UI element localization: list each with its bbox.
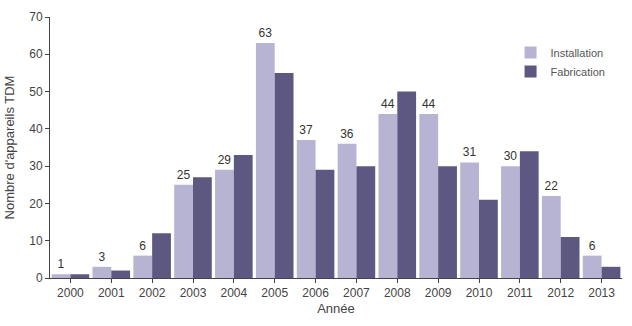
svg-text:2010: 2010 <box>466 286 493 300</box>
svg-text:2007: 2007 <box>343 286 370 300</box>
svg-text:2001: 2001 <box>98 286 125 300</box>
svg-text:30: 30 <box>29 159 43 173</box>
svg-text:44: 44 <box>381 97 395 111</box>
svg-text:63: 63 <box>258 26 272 40</box>
svg-text:2000: 2000 <box>57 286 84 300</box>
svg-text:20: 20 <box>29 197 43 211</box>
svg-text:2008: 2008 <box>384 286 411 300</box>
svg-text:29: 29 <box>218 153 232 167</box>
svg-text:Nombre d'appareils TDM: Nombre d'appareils TDM <box>2 76 17 220</box>
svg-text:25: 25 <box>177 168 191 182</box>
svg-text:50: 50 <box>29 85 43 99</box>
svg-text:30: 30 <box>504 149 518 163</box>
svg-text:2002: 2002 <box>139 286 166 300</box>
svg-text:70: 70 <box>29 10 43 24</box>
svg-text:2003: 2003 <box>180 286 207 300</box>
svg-text:Fabrication: Fabrication <box>551 66 605 78</box>
svg-text:31: 31 <box>463 145 477 159</box>
svg-text:40: 40 <box>29 122 43 136</box>
svg-text:44: 44 <box>422 97 436 111</box>
svg-text:36: 36 <box>340 127 354 141</box>
svg-text:37: 37 <box>299 123 313 137</box>
svg-text:2012: 2012 <box>547 286 574 300</box>
svg-text:2006: 2006 <box>302 286 329 300</box>
svg-text:6: 6 <box>589 239 596 253</box>
svg-text:1: 1 <box>58 257 65 271</box>
svg-text:10: 10 <box>29 234 43 248</box>
svg-text:2013: 2013 <box>588 286 615 300</box>
svg-text:22: 22 <box>544 179 558 193</box>
svg-text:0: 0 <box>36 271 43 285</box>
svg-text:Année: Année <box>317 301 355 316</box>
svg-text:60: 60 <box>29 47 43 61</box>
svg-text:Installation: Installation <box>551 47 604 59</box>
svg-text:3: 3 <box>98 250 105 264</box>
svg-text:2011: 2011 <box>507 286 533 300</box>
svg-text:2009: 2009 <box>425 286 452 300</box>
svg-text:6: 6 <box>139 239 146 253</box>
svg-text:2004: 2004 <box>221 286 248 300</box>
svg-text:2005: 2005 <box>261 286 288 300</box>
